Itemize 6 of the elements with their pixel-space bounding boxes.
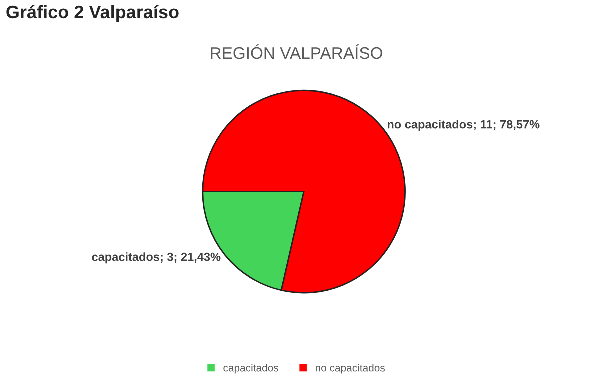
data-label: no capacitados; 11; 78,57% <box>388 120 540 132</box>
data-label: capacitados; 3; 21,43% <box>92 252 221 264</box>
text: Gráfico 2 Valparaíso <box>6 5 179 22</box>
legend-label: capacitados <box>224 364 278 374</box>
legend-label: no capacitados <box>316 364 385 374</box>
chart-title: REGIÓN VALPARAÍSO <box>211 44 382 60</box>
